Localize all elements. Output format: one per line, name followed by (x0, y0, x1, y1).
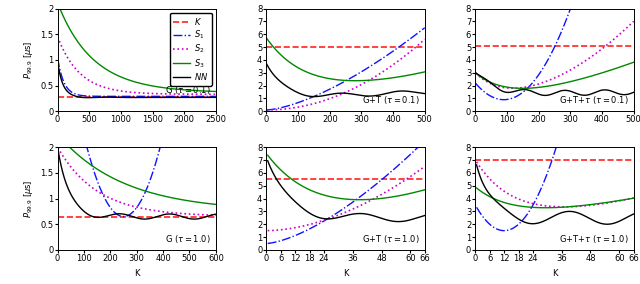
Text: G+T ($\tau = 0.1$): G+T ($\tau = 0.1$) (362, 94, 420, 106)
Y-axis label: $P_{99.9}$ [$\mu$s]: $P_{99.9}$ [$\mu$s] (22, 41, 35, 79)
Text: G ($\tau = 1.0$): G ($\tau = 1.0$) (166, 233, 211, 245)
X-axis label: K: K (552, 269, 557, 278)
Text: G+T+$\tau$ ($\tau = 1.0$): G+T+$\tau$ ($\tau = 1.0$) (559, 233, 629, 245)
Y-axis label: $P_{99.9}$ [$\mu$s]: $P_{99.9}$ [$\mu$s] (22, 179, 35, 218)
Text: G ($\tau = 0.1$): G ($\tau = 0.1$) (166, 84, 211, 96)
Text: G+T+$\tau$ ($\tau = 0.1$): G+T+$\tau$ ($\tau = 0.1$) (559, 94, 629, 106)
Text: G+T ($\tau = 1.0$): G+T ($\tau = 1.0$) (362, 233, 420, 245)
X-axis label: K: K (343, 269, 348, 278)
X-axis label: K: K (134, 269, 140, 278)
Legend: $K$, $S_1$, $S_2$, $S_3$, $NN$: $K$, $S_1$, $S_2$, $S_3$, $NN$ (170, 13, 212, 85)
